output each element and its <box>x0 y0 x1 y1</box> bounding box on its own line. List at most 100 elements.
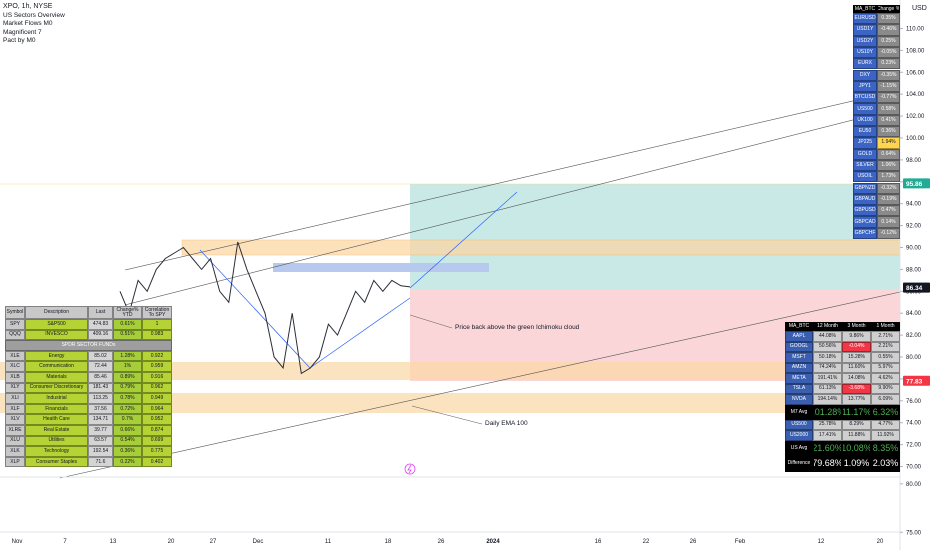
table-cell: 1.28% <box>113 350 142 362</box>
table-cell: 0.47% <box>877 205 900 217</box>
table-cell: 12 Month <box>813 322 842 331</box>
table-cell: S&P500 <box>25 319 88 330</box>
table-cell: 0.72% <box>113 403 142 415</box>
table-cell: 134.71 <box>88 414 113 425</box>
x-tick-label: 2024 <box>486 539 500 545</box>
table-cell: Real Estate <box>25 425 88 436</box>
table-cell: XLU <box>5 435 25 447</box>
table-cell: XLP <box>5 456 25 468</box>
demand-zone <box>0 362 900 380</box>
table-cell: Consumer Discretionary <box>25 382 88 394</box>
table-cell: XLE <box>5 350 25 362</box>
table-cell: 17.41% <box>813 430 842 441</box>
table-cell: -0.04% <box>842 341 871 352</box>
x-tick-label: Nov <box>12 539 23 545</box>
x-tick-label: 13 <box>110 539 117 545</box>
table-cell: 13.77% <box>842 394 871 405</box>
annotation: Price back above the green Ichimoku clou… <box>455 324 580 331</box>
table-cell: USD1Y <box>853 24 877 36</box>
table-cell: 474.83 <box>88 319 113 330</box>
y-tick-label: 72.00 <box>906 443 922 449</box>
table-cell: MSFT <box>785 352 813 363</box>
table-cell: 194.14% <box>813 394 842 405</box>
y-tick-label: 84.00 <box>906 311 922 317</box>
table-cell: 0.89% <box>113 372 142 383</box>
table-cell: 0.775 <box>142 446 172 457</box>
table-cell: 6.09% <box>871 394 900 405</box>
demand-zone <box>0 393 900 413</box>
table-cell: 0.959 <box>142 361 172 372</box>
table-cell: 85.02 <box>88 350 113 362</box>
y-tick-label: 80.00 <box>906 355 922 361</box>
table-cell: 1% <box>113 361 142 372</box>
table-cell: -0.46% <box>877 24 900 36</box>
table-cell: Consumer Staples <box>25 456 88 468</box>
table-cell: JP225 <box>853 137 877 149</box>
trend-line <box>59 291 901 479</box>
legend-line: Market Flows M0 <box>3 20 53 27</box>
table-cell: 0.14% <box>877 216 900 228</box>
table-cell: QQQ <box>5 329 25 341</box>
trend-line <box>124 107 901 306</box>
swing-line <box>199 249 311 369</box>
table-cell: 8.29% <box>842 419 871 430</box>
table-cell: 0.22% <box>113 456 142 468</box>
y-tick-label: 108.00 <box>906 48 925 54</box>
y-tick-label: 94.00 <box>906 202 922 208</box>
table-cell: 101.28% <box>813 404 842 420</box>
y-tick-label: 76.00 <box>906 399 922 405</box>
table-cell: GOLD <box>853 148 877 160</box>
table-cell: -1.15% <box>877 80 900 93</box>
currency: USD <box>912 5 927 12</box>
table-cell: -0.05% <box>877 46 900 59</box>
target-zone <box>410 184 900 289</box>
y-tick-label: 70.00 <box>906 465 922 471</box>
table-cell: 0.54% <box>113 435 142 447</box>
table-cell: 0.874 <box>142 425 172 436</box>
table-cell: 4.77% <box>871 419 900 430</box>
table-cell: 191.41% <box>813 373 842 384</box>
y-tick-label: 98.00 <box>906 158 922 164</box>
table-cell: MA_BTC <box>853 5 877 13</box>
y-tick-label: 102.00 <box>906 114 925 120</box>
x-tick-label: 26 <box>690 539 697 545</box>
fvg-zone <box>273 263 489 272</box>
table-cell: Industrial <box>25 393 88 404</box>
event-icon[interactable] <box>404 463 416 475</box>
x-tick-label: 26 <box>438 539 445 545</box>
x-tick-label: 22 <box>643 539 650 545</box>
table-cell: -3.68% <box>842 383 871 394</box>
table-cell: XLC <box>5 361 25 372</box>
table-cell: 0.922 <box>142 350 172 362</box>
table-cell: 10.08% <box>842 440 871 456</box>
table-cell: 79.68% <box>813 455 842 471</box>
table-cell: GOOGL <box>785 341 813 352</box>
table-cell: NVDA <box>785 394 813 405</box>
y-tick-label: 75.00 <box>906 530 922 536</box>
table-cell: SPDR SECTOR FUNDs <box>5 340 172 351</box>
price-line <box>119 241 411 375</box>
table-cell: Correlation To SPY <box>142 306 172 319</box>
table-cell: GBPNZD <box>853 182 877 194</box>
y-tick-label: 104.00 <box>906 92 925 98</box>
table-cell: Financials <box>25 403 88 415</box>
table-cell: US500 <box>853 103 877 115</box>
table-cell: 61.13% <box>813 383 842 394</box>
table-cell: USOIL <box>853 171 877 183</box>
event-icon-bolt <box>407 464 412 474</box>
table-cell: 50.18% <box>813 352 842 363</box>
table-cell: -0.32% <box>877 182 900 194</box>
callout-line <box>411 405 483 425</box>
x-tick-label: Dec <box>253 539 264 545</box>
table-cell: JPY1 <box>853 80 877 93</box>
table-cell: INVESCO <box>25 329 88 341</box>
table-cell: 1.09% <box>842 455 871 471</box>
table-cell: TSLA <box>785 383 813 394</box>
table-cell: 113.25 <box>88 393 113 404</box>
table-cell: 39.77 <box>88 425 113 436</box>
table-cell: -0.19% <box>877 193 900 206</box>
table-cell: Description <box>25 306 88 319</box>
table-cell: Symbol <box>5 306 25 319</box>
table-cell: EURX <box>853 58 877 70</box>
